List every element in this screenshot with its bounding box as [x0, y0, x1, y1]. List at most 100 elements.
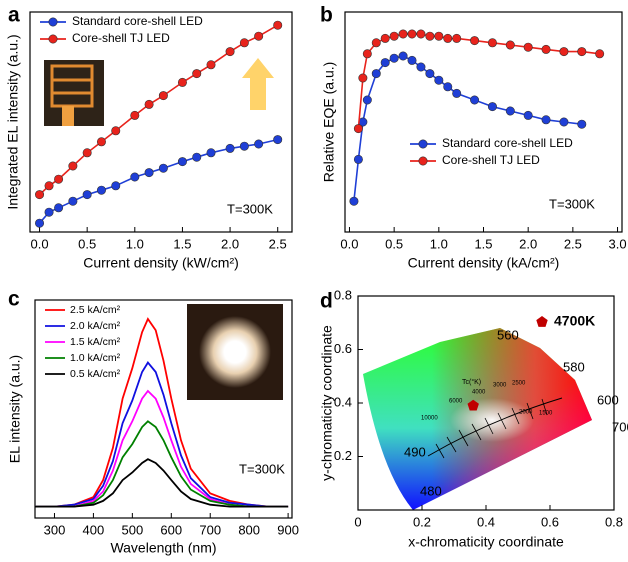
planck-label: 6000: [449, 399, 463, 405]
data-point: [35, 190, 45, 200]
wavelength-label: 490: [404, 444, 426, 459]
legend-marker: [48, 34, 58, 44]
annotation: T=300K: [239, 461, 285, 476]
x-tick-label: 0.5: [78, 236, 96, 251]
x-tick-label: 900: [277, 522, 299, 537]
planck-label: 2500: [512, 381, 526, 387]
x-tick-label: 0.5: [385, 236, 403, 251]
wavelength-label: 560: [497, 327, 519, 342]
y-axis-title: Relative EQE (a.u.): [321, 62, 337, 183]
y-axis-title: EL intensity (a.u.): [7, 355, 23, 463]
x-axis-title: Wavelength (nm): [110, 540, 216, 556]
data-point: [416, 62, 426, 72]
data-point: [380, 33, 390, 43]
data-point: [254, 31, 264, 41]
legend-marker: [48, 17, 58, 27]
x-tick-label: 2.5: [269, 236, 287, 251]
plot-frame: [29, 11, 293, 233]
legend-marker: [418, 156, 428, 166]
data-point: [192, 152, 202, 162]
data-point: [380, 58, 390, 68]
legend-label: Core-shell TJ LED: [72, 31, 170, 45]
plot-frame: [34, 299, 293, 519]
data-point: [82, 190, 92, 200]
data-point: [225, 47, 235, 57]
data-point: [389, 53, 399, 63]
data-point: [144, 168, 154, 178]
data-point: [398, 29, 408, 39]
y-axis-title: Integrated EL intensity (a.u.): [5, 34, 21, 209]
series-line: [35, 389, 289, 508]
legend-label: 2.5 kA/cm²: [70, 304, 121, 316]
data-point: [470, 95, 480, 105]
data-point: [192, 69, 202, 79]
data-point: [35, 218, 45, 228]
series-line: [35, 458, 289, 508]
emission-image: [187, 304, 283, 400]
planck-title: Tc(°K): [462, 378, 481, 386]
data-point: [96, 137, 106, 147]
legend-marker: [418, 139, 428, 149]
data-point: [273, 135, 283, 145]
y-tick-label: 0.2: [334, 448, 352, 463]
planck-label: 3000: [493, 383, 507, 389]
data-point: [595, 49, 605, 59]
data-point: [239, 141, 249, 151]
panel-label: a: [8, 4, 20, 27]
data-point: [96, 185, 106, 195]
x-tick-label: 0.0: [340, 236, 358, 251]
series-line: [35, 317, 289, 508]
data-point: [273, 20, 283, 30]
data-point: [353, 124, 363, 134]
data-point: [54, 174, 64, 184]
legend-label: Core-shell TJ LED: [442, 153, 540, 167]
data-point: [254, 139, 264, 149]
data-point: [371, 38, 381, 48]
data-point: [523, 42, 533, 52]
panel-label: d: [320, 290, 333, 313]
panel-label: b: [320, 4, 333, 27]
data-point: [111, 126, 121, 136]
data-point: [362, 49, 372, 59]
data-point: [389, 31, 399, 41]
data-point: [487, 38, 497, 48]
x-tick-label: 2.0: [221, 236, 239, 251]
data-point: [44, 181, 54, 191]
data-point: [443, 82, 453, 92]
x-axis-title: Current density (kA/cm²): [408, 255, 560, 271]
legend-label: 0.5 kA/cm²: [70, 368, 121, 380]
panel-label: c: [8, 288, 20, 311]
data-point: [358, 73, 368, 83]
x-axis-title: Current density (kW/cm²): [83, 255, 239, 271]
device-photo: [44, 60, 104, 126]
x-tick-label: 0.8: [605, 514, 623, 529]
data-point: [398, 51, 408, 61]
data-point: [559, 47, 569, 57]
planck-label: 10000: [421, 416, 438, 422]
data-point: [407, 29, 417, 39]
data-point: [349, 196, 359, 206]
data-point: [443, 33, 453, 43]
cie-gamut: [363, 328, 592, 510]
increase-arrow: [242, 58, 274, 110]
y-tick-label: 0.4: [334, 394, 352, 409]
planck-label: 1500: [539, 411, 553, 417]
legend-label: 1.0 kA/cm²: [70, 352, 121, 364]
data-point: [425, 69, 435, 79]
x-tick-label: 400: [83, 522, 105, 537]
data-point: [158, 91, 168, 101]
data-point: [452, 88, 462, 98]
data-point: [130, 172, 140, 182]
wavelength-label: 580: [563, 359, 585, 374]
data-point: [82, 148, 92, 158]
data-point: [371, 69, 381, 79]
legend-marker: [536, 316, 548, 327]
data-point: [505, 106, 515, 116]
annotation: T=300K: [549, 196, 595, 211]
x-tick-label: 0.0: [30, 236, 48, 251]
data-point: [487, 102, 497, 112]
data-point: [467, 399, 479, 411]
data-point: [577, 119, 587, 129]
planck-label: 2000: [519, 410, 533, 416]
